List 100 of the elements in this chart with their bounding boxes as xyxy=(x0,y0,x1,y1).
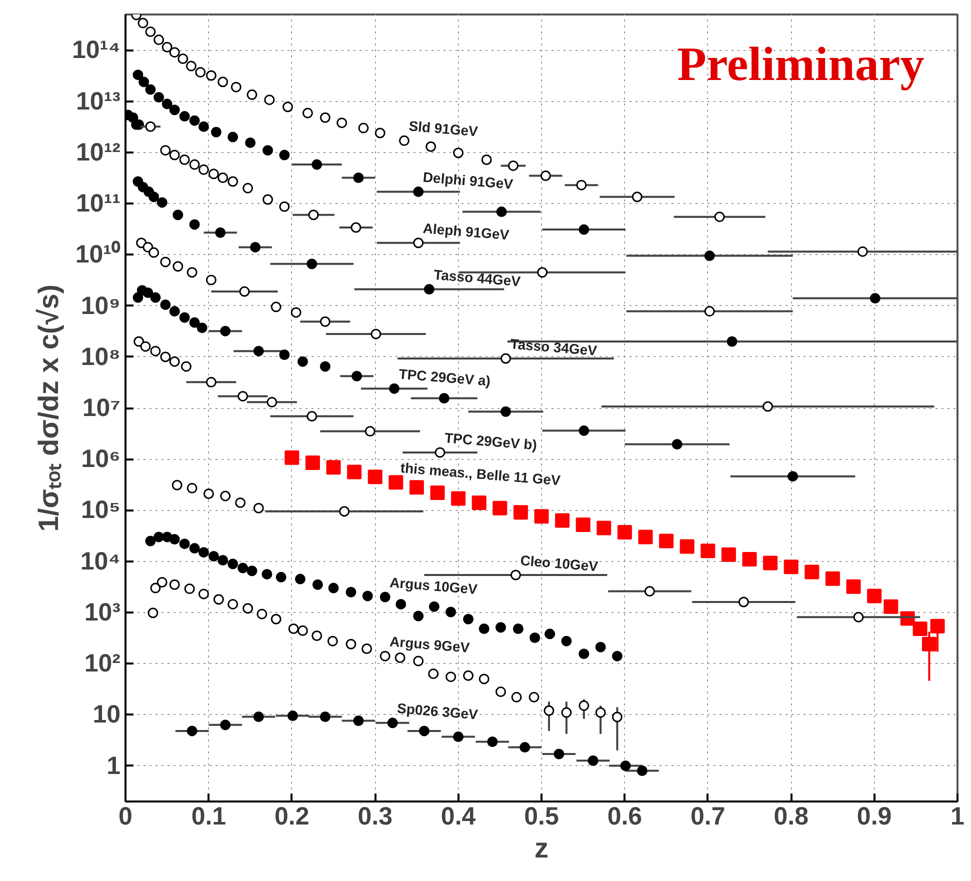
point xyxy=(620,760,631,772)
point xyxy=(561,636,572,646)
point xyxy=(320,112,330,123)
point xyxy=(264,94,275,106)
point xyxy=(463,670,474,681)
point xyxy=(140,341,151,352)
point xyxy=(287,710,298,722)
point xyxy=(189,219,200,230)
point xyxy=(169,579,180,590)
point xyxy=(218,172,228,183)
point xyxy=(364,426,376,437)
point xyxy=(235,498,246,508)
point xyxy=(374,128,386,138)
point xyxy=(195,67,206,78)
point xyxy=(714,212,725,222)
point xyxy=(346,638,356,650)
series-label: TPC 29GeV a) xyxy=(398,366,492,389)
point xyxy=(238,562,248,574)
point xyxy=(528,692,540,702)
point xyxy=(380,592,390,602)
point xyxy=(220,326,231,336)
point xyxy=(156,576,168,588)
point xyxy=(218,76,228,88)
point xyxy=(228,132,238,142)
point xyxy=(186,60,196,72)
annotation: Preliminary xyxy=(677,38,924,92)
x-tick-label: 0.9 xyxy=(856,802,892,830)
point xyxy=(362,643,372,654)
point xyxy=(312,159,322,170)
point xyxy=(160,256,171,268)
point xyxy=(320,361,330,372)
x-tick-label: 1 xyxy=(950,802,965,830)
point xyxy=(246,566,258,576)
series-label: Cleo 10GeV xyxy=(520,552,600,574)
point xyxy=(179,312,190,323)
point xyxy=(208,550,219,562)
point xyxy=(912,621,928,636)
point xyxy=(534,509,549,524)
point xyxy=(704,306,715,317)
point xyxy=(451,491,466,506)
point xyxy=(198,588,209,600)
point xyxy=(428,601,440,612)
point xyxy=(428,668,439,680)
point xyxy=(290,307,302,318)
point xyxy=(160,299,171,310)
point xyxy=(738,596,749,608)
point xyxy=(245,137,256,148)
series-label: Argus 9GeV xyxy=(389,633,471,656)
point xyxy=(446,672,456,682)
point xyxy=(156,197,168,208)
point xyxy=(328,582,339,594)
point xyxy=(370,328,382,340)
point xyxy=(169,150,180,160)
point xyxy=(396,598,406,610)
point xyxy=(487,736,498,748)
y-tick-label: 10⁴ xyxy=(80,547,121,576)
point xyxy=(438,393,450,404)
point xyxy=(481,154,492,165)
point xyxy=(453,731,464,742)
point xyxy=(358,122,369,134)
point xyxy=(595,707,606,718)
point xyxy=(148,247,160,258)
point xyxy=(346,586,356,598)
y-tick-label: 10² xyxy=(84,650,121,678)
point xyxy=(612,650,622,662)
point xyxy=(368,470,382,484)
point xyxy=(262,145,274,156)
point xyxy=(409,480,424,495)
point xyxy=(297,356,308,367)
y-tick-label: 10⁹ xyxy=(80,292,121,320)
point xyxy=(638,530,653,544)
point xyxy=(418,726,430,736)
point xyxy=(726,336,738,347)
point xyxy=(478,623,490,634)
point xyxy=(242,182,254,194)
point xyxy=(554,748,564,760)
point xyxy=(145,121,156,132)
point xyxy=(430,485,445,500)
y-tick-label: 10⁵ xyxy=(80,496,121,524)
point xyxy=(846,579,861,594)
x-tick-label: 0.3 xyxy=(358,802,392,830)
point xyxy=(162,42,172,52)
point xyxy=(327,636,338,646)
point xyxy=(220,720,231,730)
point xyxy=(169,47,180,58)
x-axis-title: z xyxy=(534,832,548,864)
point xyxy=(230,82,242,92)
point xyxy=(544,628,556,640)
point xyxy=(186,726,198,736)
point xyxy=(246,89,258,100)
point xyxy=(270,614,282,624)
y-tick-label: 10¹³ xyxy=(76,87,121,116)
series-label: TPC 29GeV b) xyxy=(444,430,538,453)
point xyxy=(495,686,506,698)
point xyxy=(922,636,936,652)
point xyxy=(213,594,224,605)
point xyxy=(446,606,456,618)
point xyxy=(426,141,436,152)
point xyxy=(742,552,757,566)
point xyxy=(825,571,840,586)
